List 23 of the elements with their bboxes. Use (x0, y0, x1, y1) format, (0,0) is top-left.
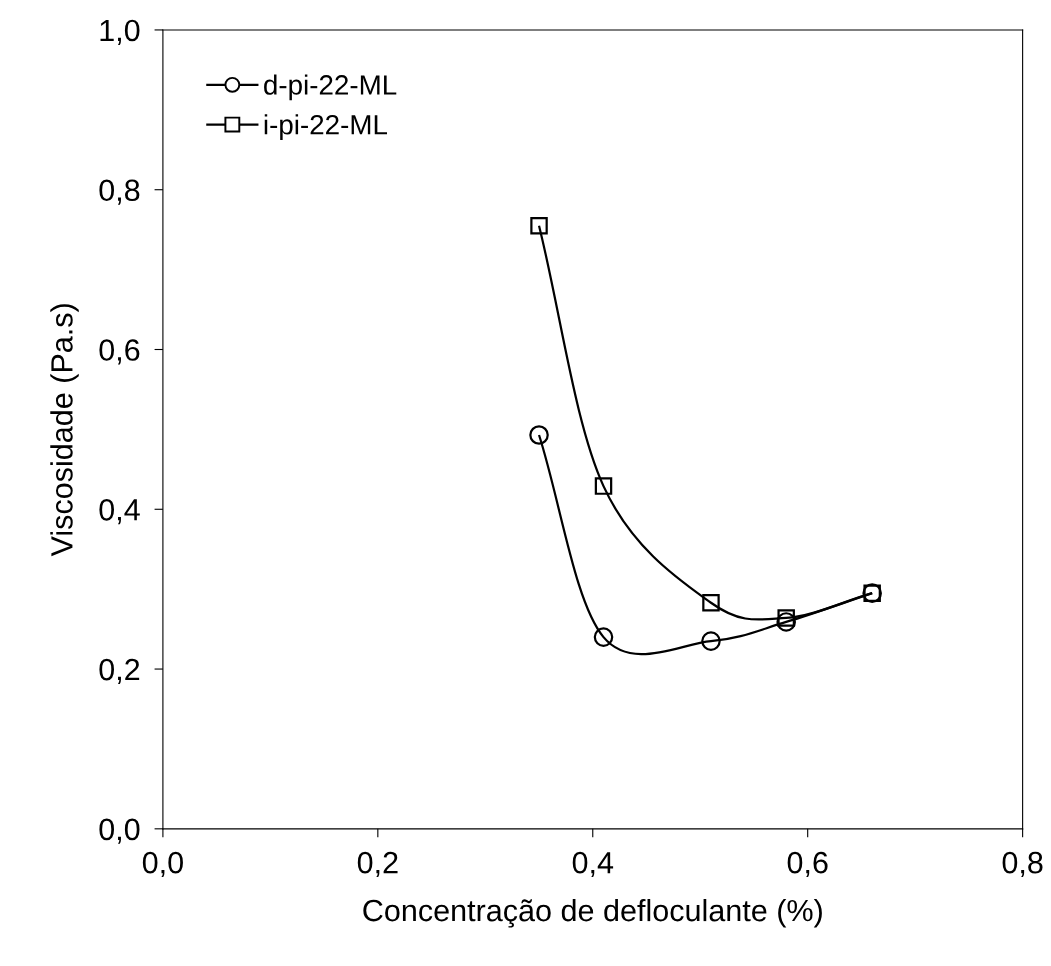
point (530, 216, 548, 235)
x-axis-title: Concentração de defloculante (%) (363, 898, 822, 928)
y-axis-title: Viscosidade (Pa.s) (50, 304, 79, 557)
y-tick-label: 0,0 (99, 818, 140, 844)
legend-label: d-pi-22-ML (264, 74, 397, 101)
point (702, 594, 720, 612)
y-tick-label: 0,6 (99, 339, 140, 365)
y-tick-label: 1,0 (100, 19, 140, 45)
y-tick-label: 0,4 (99, 499, 140, 525)
x-tick-label: 0,2 (357, 851, 398, 878)
x-tick-label: 0,0 (142, 851, 183, 878)
y-tick-label: 0,8 (99, 179, 140, 205)
legend-label: i-pi-22-ML (264, 114, 388, 141)
point (701, 631, 721, 651)
point (777, 609, 795, 627)
point (776, 612, 796, 632)
point (594, 477, 613, 495)
y-tick-label: 0,2 (99, 658, 140, 685)
x-tick-label: 0,8 (1002, 851, 1043, 878)
point (529, 425, 549, 445)
x-tick-label: 0,4 (572, 851, 614, 878)
point (593, 627, 614, 647)
x-tick-label: 0,6 (787, 851, 828, 878)
